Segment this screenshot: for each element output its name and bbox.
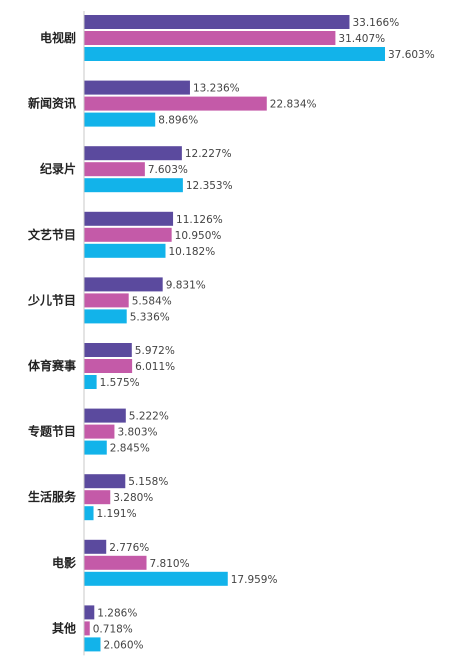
category-label: 电影 [52,555,76,570]
bars [84,15,385,652]
data-label: 2.060% [103,639,143,651]
bar [84,227,172,242]
bar [84,637,101,652]
bar [84,96,267,111]
bar [84,293,129,308]
bar [84,47,385,61]
category-label: 专题节目 [28,424,76,439]
bar [84,506,94,521]
data-label: 12.227% [185,148,232,160]
bar [84,375,97,389]
data-label: 3.280% [113,492,153,504]
data-label: 12.353% [186,180,233,192]
data-label: 1.286% [97,607,137,619]
bar [84,359,133,373]
data-label: 0.718% [93,623,133,635]
bar [84,112,156,127]
category-label: 其他 [52,620,76,635]
data-label: 33.166% [352,17,399,29]
bar [84,178,183,193]
data-label: 3.803% [117,427,157,439]
data-label: 1.191% [97,508,137,520]
data-label: 7.810% [150,558,190,570]
bar [84,440,107,455]
bar [84,343,132,357]
data-label: 8.896% [158,115,198,127]
bar [84,309,127,324]
data-label: 5.336% [130,311,170,323]
bar [84,490,111,505]
data-label: 5.584% [132,295,172,307]
data-label: 5.222% [129,411,169,423]
data-label: 2.845% [110,443,150,455]
bar [84,474,126,489]
data-label: 31.407% [338,33,385,45]
data-label: 5.972% [135,345,175,357]
data-label: 1.575% [100,377,140,389]
data-label: 9.831% [166,279,206,291]
category-label: 生活服务 [28,489,77,504]
data-label: 10.182% [169,246,216,258]
bar [84,146,182,161]
data-label: 5.158% [128,476,168,488]
data-label: 11.126% [176,214,223,226]
category-label: 纪录片 [40,161,76,176]
bar [84,211,174,226]
category-label: 少儿节目 [27,292,76,307]
category-label: 电视剧 [40,30,76,45]
bar [84,539,107,554]
category-label: 新闻资讯 [28,96,76,111]
bar [84,605,95,620]
data-label: 10.950% [175,230,222,242]
category-label: 文艺节目 [28,227,76,242]
bar [84,15,350,29]
bar [84,424,115,439]
bar [84,277,163,292]
data-label: 22.834% [270,99,317,111]
bar [84,243,166,258]
data-label: 7.603% [148,164,188,176]
bar [84,555,147,570]
bar [84,408,126,423]
bar [84,571,228,586]
data-label: 6.011% [135,361,175,373]
data-label: 13.236% [193,83,240,95]
value-labels: 33.166% 31.407%37.603% 13.236% 22.834% 8.896… [93,17,435,651]
bar [84,31,336,45]
bar [84,80,190,95]
data-label: 37.603% [388,49,435,61]
bar [84,162,145,177]
data-label: 17.959% [231,574,278,586]
data-label: 2.776% [109,542,149,554]
bar [84,621,90,636]
category-label: 体育赛事 [28,358,76,373]
